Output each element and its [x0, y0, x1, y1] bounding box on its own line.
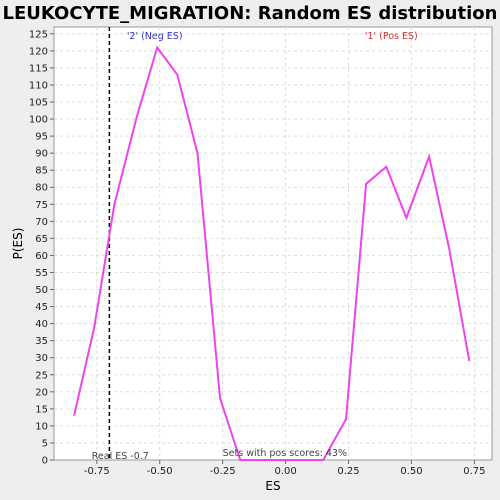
pos-es-label: '1' (Pos ES)	[365, 31, 418, 42]
y-tick-label: 20	[35, 387, 48, 398]
y-tick-label: 75	[35, 200, 48, 211]
y-tick-label: 85	[35, 166, 48, 177]
y-tick-label: 120	[29, 46, 48, 57]
y-tick-label: 115	[29, 63, 48, 74]
y-tick-label: 110	[29, 80, 48, 91]
x-tick-label: 0.75	[463, 466, 485, 477]
y-tick-label: 35	[35, 336, 48, 347]
plot-area	[54, 27, 492, 460]
y-tick-label: 5	[42, 438, 48, 449]
x-tick-label: 0.00	[274, 466, 296, 477]
y-tick-label: 40	[35, 319, 48, 330]
x-tick-label: -0.50	[147, 466, 173, 477]
y-tick-label: 10	[35, 421, 48, 432]
y-tick-label: 50	[35, 285, 48, 296]
x-tick-label: 0.50	[400, 466, 422, 477]
y-tick-label: 70	[35, 217, 48, 228]
y-axis-label: P(ES)	[11, 228, 25, 260]
x-tick-label: -0.75	[84, 466, 110, 477]
y-tick-label: 30	[35, 353, 48, 364]
y-tick-label: 55	[35, 268, 48, 279]
y-tick-label: 25	[35, 370, 48, 381]
y-tick-label: 45	[35, 302, 48, 313]
real-es-label: Real ES -0.7	[92, 451, 149, 462]
y-tick-label: 60	[35, 251, 48, 262]
x-tick-label: -0.25	[210, 466, 236, 477]
y-tick-label: 80	[35, 183, 48, 194]
y-tick-label: 125	[29, 29, 48, 40]
y-tick-label: 65	[35, 234, 48, 245]
chart-title: LEUKOCYTE_MIGRATION: Random ES distribut…	[3, 3, 498, 24]
x-tick-label: 0.25	[337, 466, 359, 477]
y-tick-label: 90	[35, 149, 48, 160]
y-tick-label: 105	[29, 98, 48, 109]
y-tick-label: 15	[35, 404, 48, 415]
y-tick-label: 100	[29, 115, 48, 126]
x-axis-label: ES	[265, 479, 280, 493]
neg-es-label: '2' (Neg ES)	[127, 31, 183, 42]
pos-score-label: Sets with pos scores: 43%	[223, 448, 347, 459]
y-tick-label: 95	[35, 132, 48, 143]
y-tick-label: 0	[42, 456, 48, 467]
